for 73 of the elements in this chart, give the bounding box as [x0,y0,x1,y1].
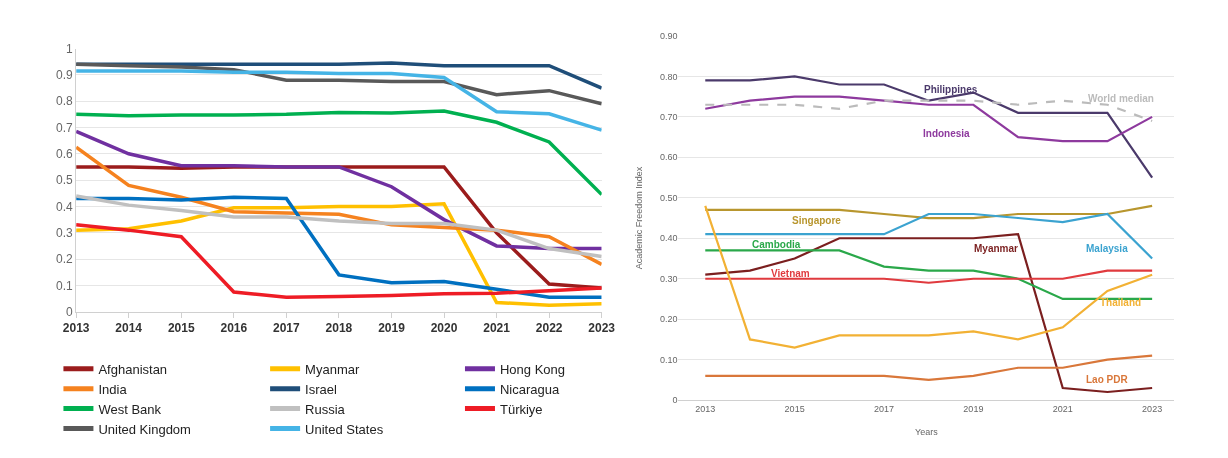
y-tick-label: 0 [672,395,678,406]
series-label: Myanmar [974,243,1019,254]
x-tick-label: 2017 [273,321,301,336]
series-label: Philippines [924,84,978,95]
x-axis-title: Years [915,426,939,437]
line-series [704,212,1154,260]
y-tick-label: 0.50 [659,192,678,203]
x-tick-label: 2023 [1142,403,1163,414]
x-tick-label: 2022 [535,321,563,336]
line-series [76,69,602,132]
y-tick-label: 0.30 [659,273,678,284]
legend-label: United Kingdom [98,421,191,437]
series-label: World median [1088,93,1154,104]
y-tick-label: 0 [66,304,74,319]
x-tick-label: 2018 [325,321,353,336]
legend-label: Afghanistan [98,361,168,377]
y-tick-label: 0.4 [56,199,74,214]
line-series [76,223,602,299]
series-label: Vietnam [771,268,810,279]
x-tick-label: 2017 [874,403,895,414]
line-series [704,233,1154,394]
x-tick-label: 2021 [483,321,511,336]
y-tick-label: 0.6 [56,147,74,162]
y-tick-label: 0.70 [659,112,678,123]
y-tick-label: 0.1 [56,278,74,293]
line-series [704,95,1154,143]
series-label: Lao PDR [1086,374,1129,385]
line-series [76,62,602,106]
y-tick-label: 0.7 [56,120,74,135]
x-tick-label: 2015 [784,403,805,414]
y-tick-label: 0.8 [56,94,74,109]
text: Indonesia [923,128,971,139]
x-tick-label: 2023 [588,321,616,336]
y-tick-label: 1 [66,41,74,56]
legend-label: West Bank [98,401,162,417]
legend-label: Russia [305,401,346,417]
x-tick-label: 2013 [62,321,90,336]
legend-label: Nicaragua [499,381,560,397]
line-series [704,204,1154,349]
x-tick-label: 2020 [430,321,458,336]
legend-label: Türkiye [499,401,543,417]
x-tick-label: 2019 [378,321,406,336]
legend-label: Myanmar [305,361,360,377]
y-tick-label: 0.5 [56,173,74,188]
x-tick-label: 2014 [115,321,143,336]
line-series [704,75,1154,179]
legend-label: India [98,381,128,397]
series-label: Thailand [1100,297,1142,308]
x-tick-label: 2013 [695,403,716,414]
series-label: Singapore [792,215,842,226]
y-tick-label: 0.2 [56,252,74,267]
y-tick-label: 0.80 [659,71,678,82]
y-tick-label: 0.20 [659,314,678,325]
line-series [76,129,602,251]
x-tick-label: 2016 [220,321,248,336]
legend-label: Israel [305,381,338,397]
y-tick-label: 0.3 [56,225,74,240]
legend-label: Hong Kong [499,361,566,377]
series-label: Cambodia [752,239,801,250]
y-axis-title: Academic Freedom Index [634,166,645,270]
line-series [704,354,1154,381]
y-tick-label: 0.40 [659,233,678,244]
x-tick-label: 2019 [963,403,984,414]
y-tick-label: 0.9 [56,68,74,83]
x-tick-label: 2015 [167,321,195,336]
legend-label: United States [305,421,384,437]
y-tick-label: 0.90 [659,31,678,42]
x-tick-label: 2021 [1052,403,1073,414]
y-tick-label: 0.60 [659,152,678,163]
line-series [76,109,602,197]
series-label: Malaysia [1086,243,1129,254]
line-series [76,194,602,259]
y-tick-label: 0.10 [659,354,678,365]
